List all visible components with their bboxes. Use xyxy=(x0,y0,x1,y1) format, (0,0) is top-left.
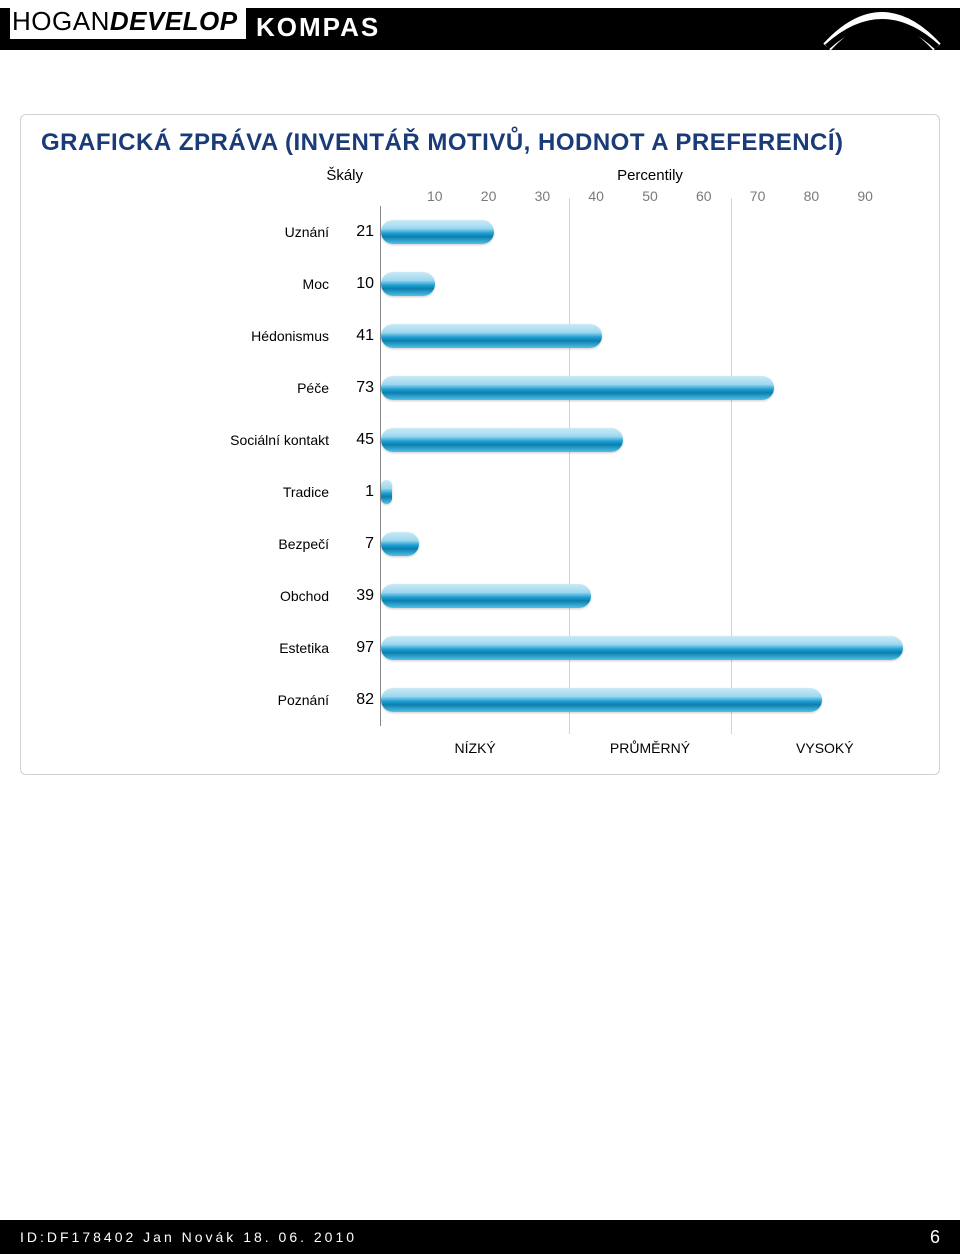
row-value: 39 xyxy=(341,570,381,622)
axis-tick: 50 xyxy=(642,188,658,204)
percentile-bar xyxy=(381,220,494,244)
axis-ticks: 10 20 30 40 50 60 70 80 90 xyxy=(381,188,919,206)
zone-labels: NÍZKÝPRŮMĚRNÝVYSOKÝ xyxy=(381,740,919,756)
row-value: 1 xyxy=(341,466,381,518)
row-label: Obchod xyxy=(41,588,341,604)
arc-icon xyxy=(822,2,942,52)
chart-row: Sociální kontakt45 xyxy=(41,414,919,466)
report-title: GRAFICKÁ ZPRÁVA (INVENTÁŘ MOTIVŮ, HODNOT… xyxy=(41,129,919,157)
chart-row: Obchod39 xyxy=(41,570,919,622)
zone-label: PRŮMĚRNÝ xyxy=(569,740,730,756)
bar-area xyxy=(381,258,919,310)
axis-tick: 40 xyxy=(588,188,604,204)
row-value: 21 xyxy=(341,206,381,258)
percentile-bar xyxy=(381,272,435,296)
chart-row: Hédonismus41 xyxy=(41,310,919,362)
brand-thin: HOGAN xyxy=(12,6,110,36)
chart-row: Tradice1 xyxy=(41,466,919,518)
row-value: 45 xyxy=(341,414,381,466)
chart-row: Moc10 xyxy=(41,258,919,310)
axis-tick: 30 xyxy=(535,188,551,204)
report-card: GRAFICKÁ ZPRÁVA (INVENTÁŘ MOTIVŮ, HODNOT… xyxy=(20,114,940,775)
row-label: Estetika xyxy=(41,640,341,656)
bar-area xyxy=(381,674,919,726)
brand-bold: DEVELOP xyxy=(110,6,238,36)
footer-text: ID:DF178402 Jan Novák 18. 06. 2010 xyxy=(20,1229,357,1245)
bar-area xyxy=(381,570,919,622)
bar-area xyxy=(381,310,919,362)
bar-area xyxy=(381,362,919,414)
brand-logo: HOGANDEVELOP xyxy=(10,4,246,39)
row-value: 10 xyxy=(341,258,381,310)
chart-row: Bezpečí7 xyxy=(41,518,919,570)
percentile-bar xyxy=(381,636,903,660)
row-value: 73 xyxy=(341,362,381,414)
page-number: 6 xyxy=(930,1227,940,1248)
bar-area xyxy=(381,466,919,518)
percentile-bar xyxy=(381,584,591,608)
chart-headings: Škály Percentily xyxy=(41,167,919,184)
scales-heading: Škály xyxy=(41,167,381,184)
percentiles-heading: Percentily xyxy=(381,167,919,184)
axis-tick: 20 xyxy=(481,188,497,204)
footer-bar: ID:DF178402 Jan Novák 18. 06. 2010 6 xyxy=(0,1220,960,1254)
axis-tick: 80 xyxy=(804,188,820,204)
row-value: 7 xyxy=(341,518,381,570)
axis-tick: 60 xyxy=(696,188,712,204)
percentile-bar xyxy=(381,324,602,348)
chart-row: Uznání21 xyxy=(41,206,919,258)
row-label: Hédonismus xyxy=(41,328,341,344)
row-label: Sociální kontakt xyxy=(41,432,341,448)
row-value: 97 xyxy=(341,622,381,674)
chart-rows: Uznání21Moc10Hédonismus41Péče73Sociální … xyxy=(41,206,919,726)
bar-area xyxy=(381,206,919,258)
row-label: Poznání xyxy=(41,692,341,708)
bar-area xyxy=(381,622,919,674)
row-value: 41 xyxy=(341,310,381,362)
row-label: Tradice xyxy=(41,484,341,500)
percentile-bar xyxy=(381,480,392,504)
row-label: Moc xyxy=(41,276,341,292)
percentile-bar xyxy=(381,532,419,556)
row-label: Péče xyxy=(41,380,341,396)
row-label: Uznání xyxy=(41,224,341,240)
axis-tick: 10 xyxy=(427,188,443,204)
product-name: KOMPAS xyxy=(256,12,380,43)
chart-row: Péče73 xyxy=(41,362,919,414)
axis-tick: 90 xyxy=(857,188,873,204)
row-label: Bezpečí xyxy=(41,536,341,552)
header-band: HOGANDEVELOP KOMPAS xyxy=(0,8,960,50)
bar-area xyxy=(381,414,919,466)
percentile-bar xyxy=(381,428,623,452)
zone-label: VYSOKÝ xyxy=(731,740,919,756)
row-value: 82 xyxy=(341,674,381,726)
percentile-bar xyxy=(381,376,774,400)
chart-row: Poznání82 xyxy=(41,674,919,726)
chart-row: Estetika97 xyxy=(41,622,919,674)
zone-label: NÍZKÝ xyxy=(381,740,569,756)
percentile-bar xyxy=(381,688,822,712)
axis-tick: 70 xyxy=(750,188,766,204)
bar-area xyxy=(381,518,919,570)
